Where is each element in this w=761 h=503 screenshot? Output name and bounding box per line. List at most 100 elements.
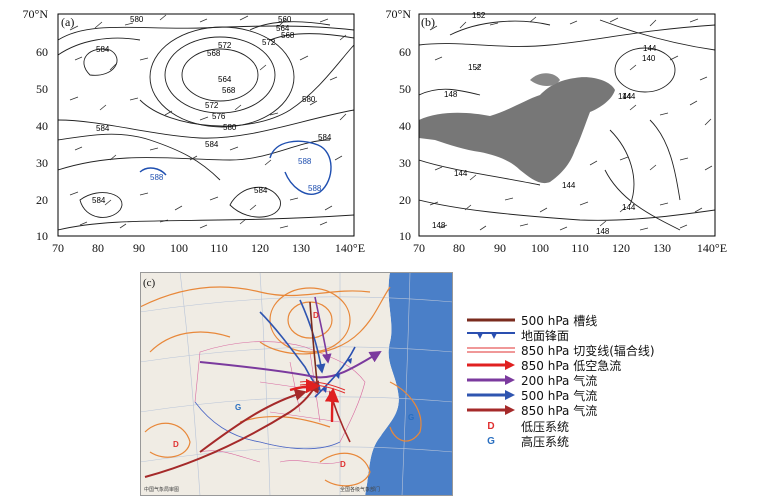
panel-a-xtick: 130 <box>292 241 310 255</box>
panel-b: (b) 70°N 60 50 40 30 20 10 70 80 90 100 … <box>380 0 761 260</box>
panel-b-xtick: 140°E <box>696 241 728 255</box>
panel-b-xtick: 120 <box>612 241 630 255</box>
panel-a-ytick: 70°N <box>22 7 48 21</box>
contour-label-b: 152 <box>468 63 482 72</box>
low-system-label: D <box>173 440 179 449</box>
contour-label-b: 144 <box>622 203 636 212</box>
sea-area <box>365 272 453 496</box>
panel-b-ytick: 70°N <box>385 7 411 21</box>
panel-b-label: (b) <box>421 15 435 29</box>
contour-label-a: 568 <box>281 31 295 40</box>
purple-arrow-icon <box>465 373 517 387</box>
contour-label-a: 568 <box>207 49 221 58</box>
panel-a-xtick: 110 <box>210 241 228 255</box>
legend-label: 850 hPa 低空急流 <box>521 358 622 373</box>
high-system-symbol: G <box>487 435 495 447</box>
panel-b-ytick: 20 <box>399 193 411 207</box>
blue-arrow-icon <box>465 388 517 402</box>
contour-label-b: 144 <box>454 169 468 178</box>
panel-b-xtick: 80 <box>453 241 465 255</box>
legend-label: 低压系统 <box>521 419 570 434</box>
contour-label-a: 580 <box>302 95 316 104</box>
map-footer-left: 中国气象局审图 <box>144 486 179 493</box>
contour-label-b: 148 <box>596 227 610 236</box>
darkred-arrow-icon <box>465 403 517 417</box>
panel-b-plot: 152 144 140 144 152 148 144 144 144 148 … <box>418 11 716 237</box>
contour-588-a <box>139 140 332 195</box>
llj-arrow <box>289 378 321 394</box>
legend-item: 地面锋面 <box>465 327 569 343</box>
contour-label-a: 580 <box>130 15 144 24</box>
panel-b-ytick: 30 <box>399 156 411 170</box>
contour-label-a: 564 <box>276 24 290 33</box>
contour-label-b: 144 <box>562 181 576 190</box>
shear-line-swatch <box>465 343 517 357</box>
contour-label-b: 144 <box>622 92 636 101</box>
legend-item: 850 hPa 切变线(辐合线) <box>465 342 655 358</box>
shear-line <box>299 381 346 391</box>
terrain-mask <box>419 77 615 184</box>
low-system-label: D <box>313 311 319 320</box>
contour-label-b: 144 <box>643 44 657 53</box>
legend-label: 500 hPa 槽线 <box>521 313 598 328</box>
legend-item: 500 hPa 气流 <box>465 387 597 403</box>
contour-labels-a: 580 560 564 568 572 572 584 568 564 568 … <box>92 15 332 205</box>
contour-label-b: 144 <box>618 92 632 101</box>
flow-200-arrow <box>314 296 332 364</box>
contours-b <box>419 19 715 231</box>
contour-label-b: 148 <box>432 221 446 230</box>
flow-200-arrow <box>199 350 382 379</box>
legend-label: 200 hPa 气流 <box>521 373 598 388</box>
contour-label-a: 572 <box>262 38 276 47</box>
contour-label-a: 588 <box>308 184 322 193</box>
contour-label-a: 568 <box>222 86 236 95</box>
panel-c-label: (c) <box>143 277 156 289</box>
high-system-label: G <box>235 403 241 412</box>
contour-label-a: 576 <box>212 112 226 121</box>
panel-b-xtick: 100 <box>531 241 549 255</box>
flow-850-arrow <box>144 380 320 478</box>
legend-label: 500 hPa 气流 <box>521 388 598 403</box>
panel-b-xtick: 110 <box>571 241 589 255</box>
contour-label-a: 588 <box>150 173 164 182</box>
map-footer-right: 全国各级气象部门 <box>340 486 380 493</box>
legend-label: 850 hPa 切变线(辐合线) <box>521 343 655 358</box>
contour-label-a: 584 <box>318 133 332 142</box>
llj-arrow <box>324 387 340 423</box>
legend-item: 850 hPa 低空急流 <box>465 357 621 373</box>
panel-a-ytick: 60 <box>36 45 48 59</box>
legend-item: 850 hPa 气流 <box>465 402 597 418</box>
legend-label: 地面锋面 <box>521 328 570 343</box>
wind-barbs-b <box>429 16 713 231</box>
flow-850-arrow <box>199 388 307 453</box>
panel-b-xtick: 70 <box>413 241 425 255</box>
contour-label-b: 140 <box>642 54 656 63</box>
contour-label-a: 572 <box>218 41 232 50</box>
contour-labels-b: 152 144 140 144 152 148 144 144 144 148 … <box>432 11 657 236</box>
panel-a-xtick: 80 <box>92 241 104 255</box>
panel-b-ytick: 40 <box>399 119 411 133</box>
panel-a-xtick: 70 <box>52 241 64 255</box>
contour-label-a: 564 <box>218 75 232 84</box>
panel-a-ytick: 40 <box>36 119 48 133</box>
trough-line-swatch <box>465 313 517 327</box>
contour-label-a: 584 <box>96 124 110 133</box>
panel-c-map: D G G D D 中国气象局审图 全国各级气象部门 <box>140 272 453 496</box>
legend-label: 850 hPa 气流 <box>521 403 598 418</box>
red-arrow-icon <box>465 358 517 372</box>
panel-b-xtick: 90 <box>494 241 506 255</box>
contour-label-a: 584 <box>205 140 219 149</box>
panel-a-ytick: 50 <box>36 82 48 96</box>
legend-item: D 低压系统 <box>465 418 569 434</box>
contour-label-b: 148 <box>444 90 458 99</box>
contours-c <box>140 286 422 487</box>
panel-a-label: (a) <box>61 15 75 29</box>
panel-b-xtick: 130 <box>653 241 671 255</box>
high-system-label: G <box>408 413 414 422</box>
low-system-label: D <box>340 460 346 469</box>
low-system-symbol: D <box>487 420 495 432</box>
panel-c: D G G D D 中国气象局审图 全国各级气象部门 (c) <box>140 272 453 496</box>
panel-a-ytick: 20 <box>36 193 48 207</box>
legend-item: 500 hPa 槽线 <box>465 312 597 328</box>
legend-label: 高压系统 <box>521 434 570 449</box>
